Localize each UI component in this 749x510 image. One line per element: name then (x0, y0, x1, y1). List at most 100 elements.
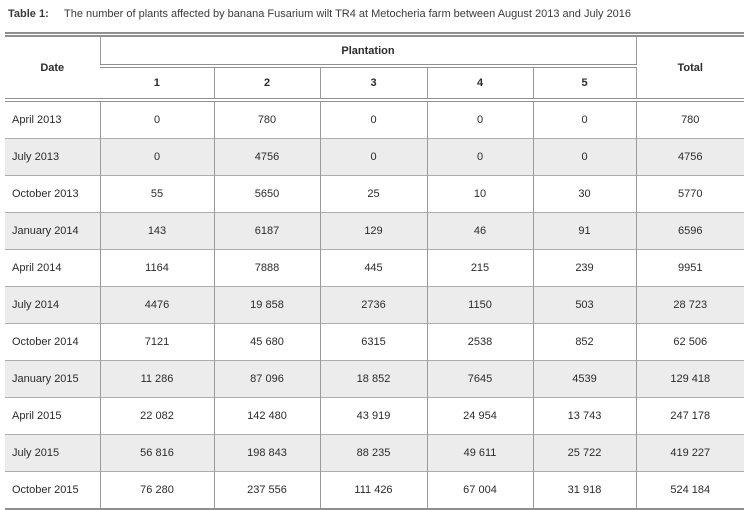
value-cell: 24 954 (426, 397, 533, 435)
value-cell: 11 286 (99, 360, 214, 398)
value-cell: 18 852 (319, 360, 427, 398)
value-cell: 25 (319, 175, 427, 213)
col-header-date: Date (5, 34, 100, 102)
date-cell: April 2014 (5, 249, 100, 287)
header-group-row: Date Plantation Total (5, 34, 744, 102)
value-cell: 503 (532, 286, 636, 324)
value-cell: 445 (319, 249, 427, 287)
value-cell: 215 (426, 249, 533, 287)
table-header: Date Plantation Total 1 2 3 4 5 (5, 34, 744, 102)
table-caption-text: The number of plants affected by banana … (64, 8, 632, 20)
col-header-plantation-5: 5 (532, 66, 636, 102)
value-cell: 129 (319, 212, 427, 250)
value-cell: 239 (532, 249, 636, 287)
date-cell: July 2014 (5, 286, 100, 324)
value-cell: 142 480 (213, 397, 320, 435)
value-cell: 7888 (213, 249, 320, 287)
col-header-total: Total (635, 34, 744, 102)
header-sub-row: 1 2 3 4 5 (5, 66, 744, 102)
value-cell: 6315 (319, 323, 427, 361)
date-cell: October 2015 (5, 471, 100, 509)
value-cell: 0 (99, 138, 214, 176)
table-row: October 2014 7121 45 680 6315 2538 852 6… (5, 323, 744, 361)
total-cell: 28 723 (635, 286, 744, 324)
value-cell: 0 (426, 100, 533, 139)
value-cell: 1150 (426, 286, 533, 324)
total-cell: 129 418 (635, 360, 744, 398)
value-cell: 13 743 (532, 397, 636, 435)
value-cell: 2736 (319, 286, 427, 324)
value-cell: 198 843 (213, 434, 320, 472)
col-header-plantation-3: 3 (319, 66, 427, 102)
value-cell: 46 (426, 212, 533, 250)
col-header-plantation: Plantation (99, 34, 636, 68)
fusarium-wilt-table: Date Plantation Total 1 2 3 4 5 April 20… (5, 32, 744, 510)
date-cell: January 2014 (5, 212, 100, 250)
value-cell: 49 611 (426, 434, 533, 472)
table-row: July 2015 56 816 198 843 88 235 49 611 2… (5, 434, 744, 472)
value-cell: 0 (319, 138, 427, 176)
col-header-plantation-4: 4 (426, 66, 533, 102)
table-row: January 2015 11 286 87 096 18 852 7645 4… (5, 360, 744, 398)
value-cell: 7121 (99, 323, 214, 361)
value-cell: 2538 (426, 323, 533, 361)
table-row: October 2015 76 280 237 556 111 426 67 0… (5, 471, 744, 509)
date-cell: October 2013 (5, 175, 100, 213)
value-cell: 0 (532, 100, 636, 139)
date-cell: July 2013 (5, 138, 100, 176)
table-body: April 2013 0 780 0 0 0 780 July 2013 0 4… (5, 100, 744, 509)
value-cell: 7645 (426, 360, 533, 398)
value-cell: 237 556 (213, 471, 320, 509)
table-caption: Table 1: The number of plants affected b… (0, 0, 749, 21)
table-row: July 2013 0 4756 0 0 0 4756 (5, 138, 744, 176)
total-cell: 4756 (635, 138, 744, 176)
total-cell: 62 506 (635, 323, 744, 361)
value-cell: 111 426 (319, 471, 427, 509)
value-cell: 45 680 (213, 323, 320, 361)
value-cell: 91 (532, 212, 636, 250)
date-cell: October 2014 (5, 323, 100, 361)
total-cell: 247 178 (635, 397, 744, 435)
col-header-plantation-1: 1 (100, 66, 214, 102)
value-cell: 1164 (99, 249, 214, 287)
value-cell: 31 918 (532, 471, 636, 509)
total-cell: 9951 (635, 249, 744, 287)
value-cell: 143 (99, 212, 214, 250)
total-cell: 780 (635, 100, 744, 139)
value-cell: 88 235 (319, 434, 427, 472)
value-cell: 67 004 (426, 471, 533, 509)
table-row: July 2014 4476 19 858 2736 1150 503 28 7… (5, 286, 744, 324)
value-cell: 0 (99, 100, 214, 139)
date-cell: July 2015 (5, 434, 100, 472)
table-row: April 2015 22 082 142 480 43 919 24 954 … (5, 397, 744, 435)
total-cell: 524 184 (635, 471, 744, 509)
value-cell: 55 (99, 175, 214, 213)
value-cell: 5650 (213, 175, 320, 213)
value-cell: 0 (426, 138, 533, 176)
value-cell: 852 (532, 323, 636, 361)
total-cell: 6596 (635, 212, 744, 250)
value-cell: 10 (426, 175, 533, 213)
value-cell: 56 816 (99, 434, 214, 472)
value-cell: 19 858 (213, 286, 320, 324)
value-cell: 4539 (532, 360, 636, 398)
value-cell: 4476 (99, 286, 214, 324)
value-cell: 780 (213, 100, 320, 139)
table-row: April 2013 0 780 0 0 0 780 (5, 100, 744, 139)
value-cell: 87 096 (213, 360, 320, 398)
table-row: April 2014 1164 7888 445 215 239 9951 (5, 249, 744, 287)
value-cell: 6187 (213, 212, 320, 250)
table-row: October 2013 55 5650 25 10 30 5770 (5, 175, 744, 213)
total-cell: 419 227 (635, 434, 744, 472)
total-cell: 5770 (635, 175, 744, 213)
col-header-plantation-2: 2 (213, 66, 320, 102)
table-caption-label: Table 1: (8, 8, 49, 20)
value-cell: 4756 (213, 138, 320, 176)
value-cell: 0 (532, 138, 636, 176)
value-cell: 25 722 (532, 434, 636, 472)
date-cell: January 2015 (5, 360, 100, 398)
value-cell: 22 082 (99, 397, 214, 435)
value-cell: 0 (319, 100, 427, 139)
value-cell: 76 280 (99, 471, 214, 509)
date-cell: April 2013 (12, 114, 62, 126)
